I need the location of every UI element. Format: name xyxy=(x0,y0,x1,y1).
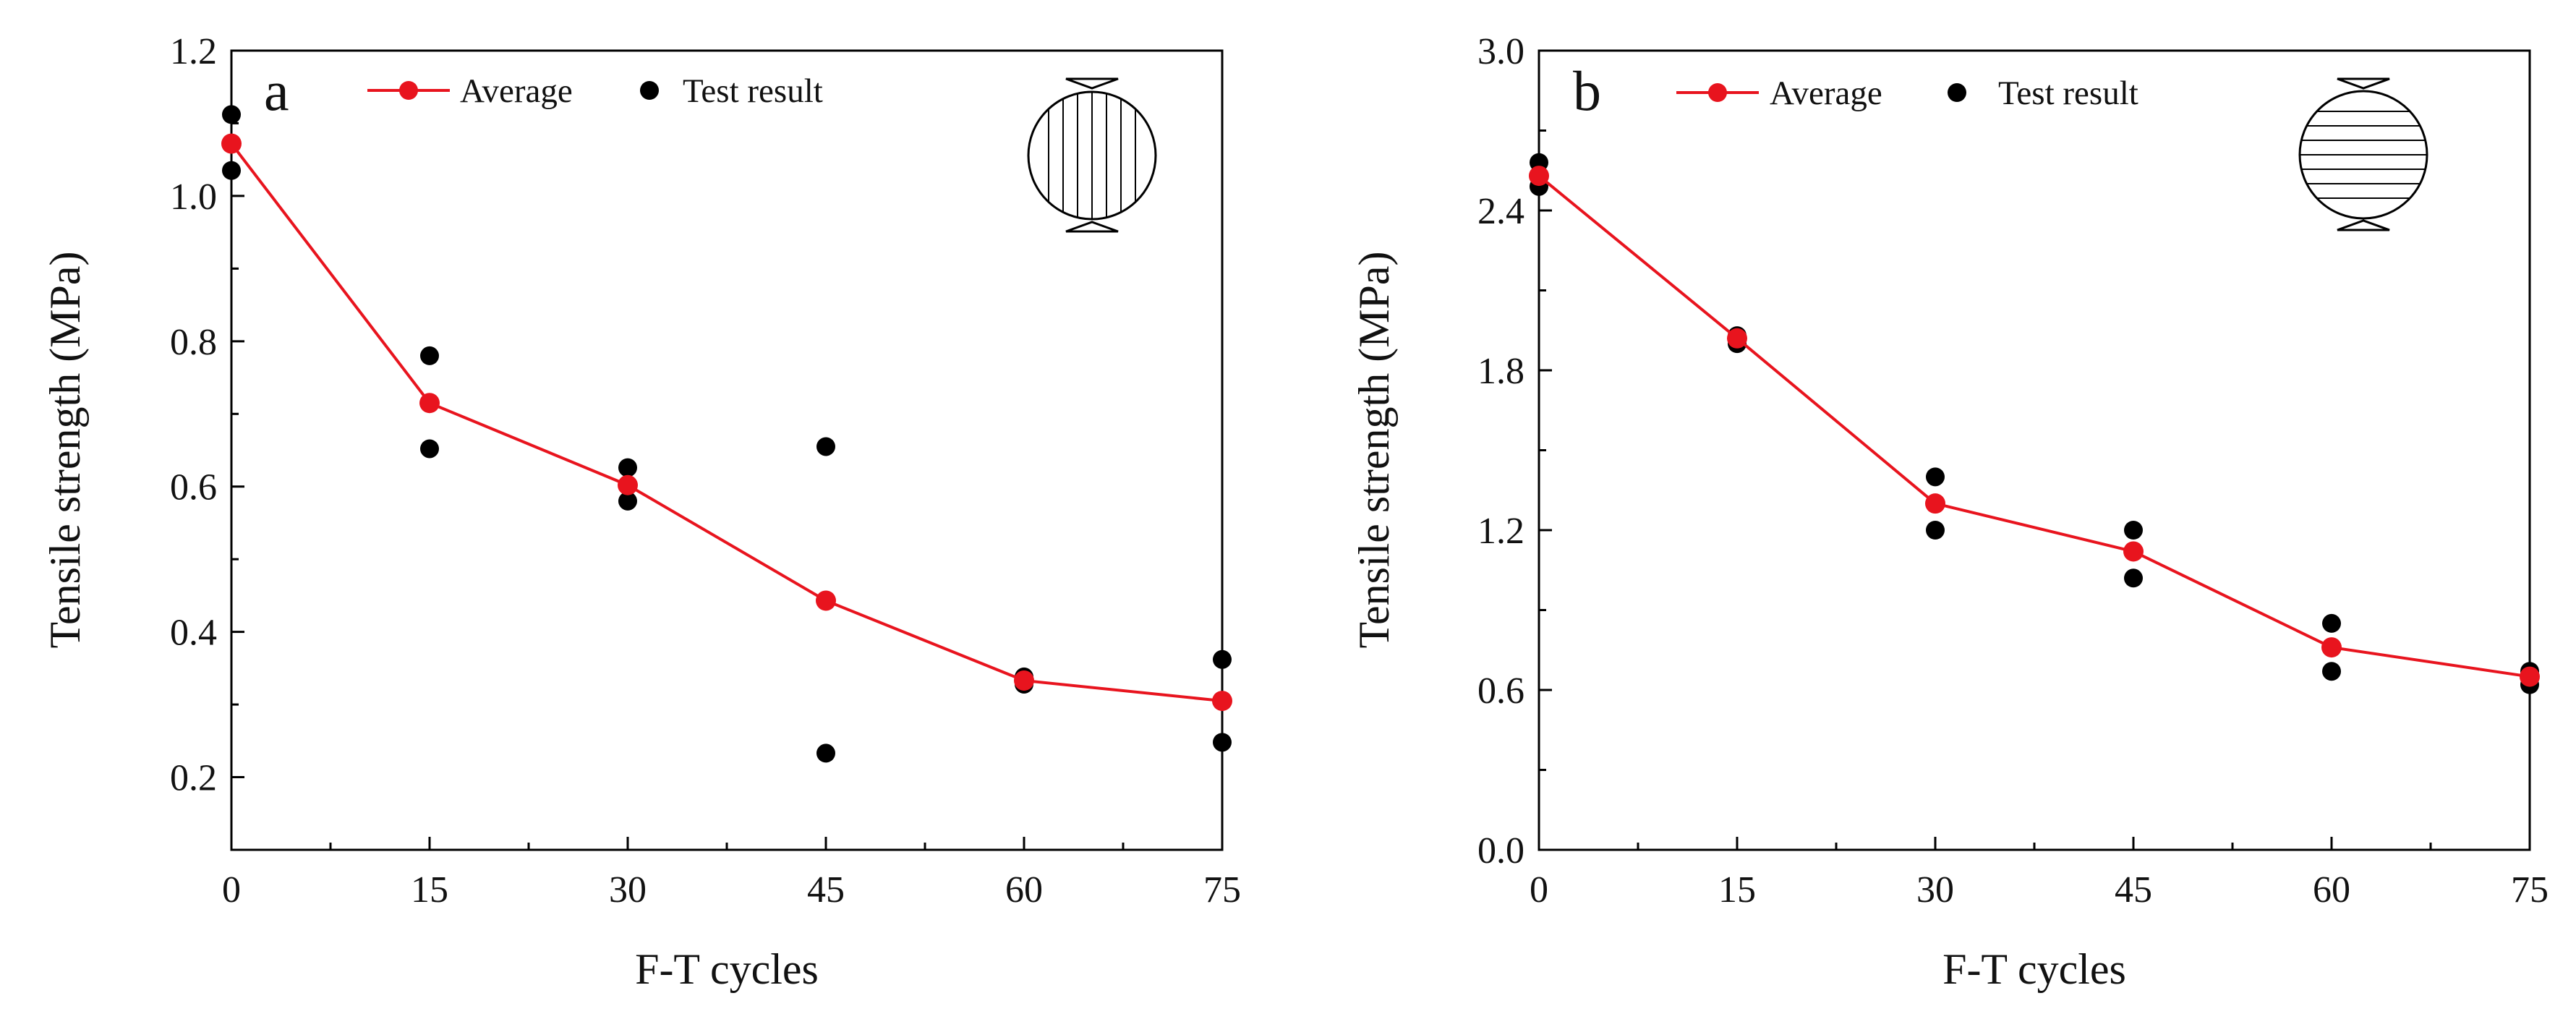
y-tick-label: 0.4 xyxy=(170,613,217,654)
test-result-point xyxy=(420,439,439,459)
test-result-point xyxy=(222,105,241,124)
legend-test-result-label: Test result xyxy=(683,72,823,110)
specimen-icon-a xyxy=(1027,77,1157,233)
test-result-point xyxy=(1926,521,1945,540)
y-tick-label: 0.0 xyxy=(1477,830,1524,872)
specimen-icon-b xyxy=(2298,77,2428,231)
x-tick-labels-b: 0 15 30 45 60 75 xyxy=(1530,869,2549,911)
x-tick-label: 75 xyxy=(1203,869,1241,911)
average-point xyxy=(618,474,638,495)
chart-panel-a: 0 15 30 45 60 75 0.2 0.4 0.6 0.8 1.0 1.2… xyxy=(41,31,1241,993)
y-tick-label: 1.2 xyxy=(1477,511,1524,552)
y-tick-label: 1.0 xyxy=(170,176,217,218)
x-tick-label: 30 xyxy=(1916,869,1954,911)
test-result-point xyxy=(2322,662,2341,681)
x-tick-label: 60 xyxy=(2313,869,2350,911)
x-tick-label: 60 xyxy=(1005,869,1043,911)
average-point xyxy=(1014,670,1034,691)
y-tick-labels-b: 0.0 0.6 1.2 1.8 2.4 3.0 xyxy=(1477,31,1524,872)
legend-average-marker xyxy=(1708,83,1727,102)
specimen-loading-wedge xyxy=(1065,221,1119,233)
average-point xyxy=(2520,666,2540,687)
x-tick-label: 0 xyxy=(1530,869,1548,911)
test-result-point xyxy=(222,161,241,180)
average-line xyxy=(230,142,1223,703)
panel-label-a: a xyxy=(264,59,289,122)
test-result-point xyxy=(2124,521,2143,540)
x-tick-label: 15 xyxy=(411,869,448,911)
test-result-point xyxy=(816,437,835,456)
test-result-point xyxy=(2322,613,2341,633)
legend-a: Average Test result xyxy=(367,72,823,110)
y-tick-label: 1.2 xyxy=(170,31,217,72)
legend-test-result-marker xyxy=(1948,83,1966,102)
x-tick-label: 75 xyxy=(2511,869,2549,911)
data-marks-a xyxy=(221,105,1232,763)
y-axis-title-a: Tensile strength (MPa) xyxy=(41,251,89,648)
legend-test-result-marker xyxy=(640,81,659,100)
y-tick-label: 1.8 xyxy=(1477,351,1524,392)
average-point xyxy=(1212,691,1232,712)
test-result-point xyxy=(618,458,637,477)
test-result-point xyxy=(618,491,637,511)
y-tick-label: 0.8 xyxy=(170,322,217,363)
test-result-point xyxy=(1213,733,1232,752)
average-point xyxy=(419,393,440,414)
test-result-point xyxy=(816,744,835,763)
chart-panel-b: 0 15 30 45 60 75 0.0 0.6 1.2 1.8 2.4 3.0… xyxy=(1350,31,2549,993)
y-axis-title-b: Tensile strength (MPa) xyxy=(1350,251,1398,648)
test-result-point xyxy=(2124,568,2143,588)
legend-test-result-label: Test result xyxy=(1998,74,2138,112)
test-result-point xyxy=(1213,649,1232,669)
x-tick-label: 45 xyxy=(807,869,845,911)
average-point xyxy=(2321,637,2342,658)
y-tick-label: 2.4 xyxy=(1477,191,1524,232)
specimen-loading-wedge xyxy=(2337,219,2390,231)
x-axis-title-b: F-T cycles xyxy=(1942,945,2126,993)
average-point xyxy=(221,133,242,154)
y-tick-label: 0.6 xyxy=(1477,670,1524,712)
x-tick-label: 15 xyxy=(1718,869,1756,911)
specimen-loading-wedge xyxy=(2337,77,2390,90)
x-tick-label: 30 xyxy=(609,869,647,911)
legend-average-marker xyxy=(399,81,418,100)
average-point xyxy=(816,590,836,611)
test-result-point xyxy=(1926,467,1945,487)
panel-label-b: b xyxy=(1573,59,1601,122)
legend-average-label: Average xyxy=(460,72,573,110)
average-line xyxy=(1538,174,2530,678)
specimen-loading-wedge xyxy=(1065,77,1119,90)
average-point xyxy=(2123,541,2144,562)
average-point xyxy=(1727,328,1747,349)
y-tick-label: 0.6 xyxy=(170,467,217,508)
data-marks-b xyxy=(1529,153,2540,694)
y-tick-label: 0.2 xyxy=(170,758,217,799)
y-tick-labels-a: 0.2 0.4 0.6 0.8 1.0 1.2 xyxy=(170,31,217,799)
tick-marks-a xyxy=(230,49,1224,850)
legend-b: Average Test result xyxy=(1676,74,2138,112)
x-tick-label: 0 xyxy=(222,869,241,911)
average-point xyxy=(1925,493,1945,514)
tick-marks-b xyxy=(1538,49,2531,851)
legend-average-label: Average xyxy=(1770,74,1882,112)
average-point xyxy=(1529,166,1549,187)
x-tick-label: 45 xyxy=(2115,869,2152,911)
x-axis-title-a: F-T cycles xyxy=(635,945,819,993)
y-tick-label: 3.0 xyxy=(1477,31,1524,72)
x-tick-labels-a: 0 15 30 45 60 75 xyxy=(222,869,1241,911)
test-result-point xyxy=(420,346,439,365)
